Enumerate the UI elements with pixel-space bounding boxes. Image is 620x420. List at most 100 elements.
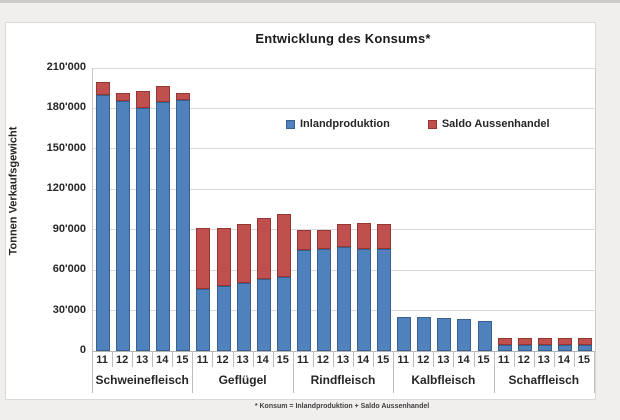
bar-kalbfleisch-11-inlandproduktion xyxy=(397,316,412,351)
bar-geflügel-15-inlandproduktion xyxy=(276,276,291,351)
legend-item-inlandproduktion: Inlandproduktion xyxy=(286,118,390,130)
bar-schaffleisch-12-inlandproduktion xyxy=(517,345,532,351)
bar-schweinefleisch-15-saldo-aussenhandel xyxy=(176,92,191,101)
y-axis-tick-label: 180'000 xyxy=(46,101,86,114)
x-axis-year-tick xyxy=(112,351,114,367)
y-axis-tick-label: 210'000 xyxy=(46,61,86,73)
bar-rindfleisch-15-saldo-aussenhandel xyxy=(377,224,392,249)
bar-geflügel-12-saldo-aussenhandel xyxy=(216,227,231,287)
x-axis-category-label: Schweinefleisch xyxy=(95,373,189,387)
legend-swatch-red-icon xyxy=(427,119,437,129)
legend-label: Saldo Aussenhandel xyxy=(441,118,550,130)
y-axis-tick-label: 120'000 xyxy=(46,182,86,195)
x-axis-year-tick xyxy=(473,351,475,367)
x-axis-year-label: 14 xyxy=(356,354,370,366)
x-axis-year-label: 11 xyxy=(196,354,209,366)
x-axis-year-tick xyxy=(132,351,134,367)
bar-geflügel-14-inlandproduktion xyxy=(256,278,271,351)
x-axis-year-label: 13 xyxy=(136,354,149,366)
x-axis-year-label: 11 xyxy=(297,354,309,366)
bar-kalbfleisch-13-inlandproduktion xyxy=(437,317,452,351)
x-axis-category-tick xyxy=(393,351,395,393)
bar-geflügel-13-inlandproduktion xyxy=(236,282,251,351)
chart-footnote: * Konsum = Inlandproduktion + Saldo Auss… xyxy=(254,403,430,410)
bar-geflügel-12-inlandproduktion xyxy=(216,286,231,351)
chart-legend: Inlandproduktion Saldo Aussenhandel xyxy=(286,116,550,132)
x-axis-category-tick xyxy=(92,351,93,393)
x-axis-year-label: 15 xyxy=(477,354,490,366)
bar-kalbfleisch-12-inlandproduktion xyxy=(417,317,432,351)
x-axis-year-tick xyxy=(553,351,555,367)
bar-rindfleisch-11-saldo-aussenhandel xyxy=(296,229,311,250)
bar-schaffleisch-15-inlandproduktion xyxy=(577,345,592,351)
x-axis-year-tick xyxy=(373,351,375,367)
window-top-edge xyxy=(0,0,620,3)
bar-geflügel-15-saldo-aussenhandel xyxy=(276,214,291,277)
x-axis-year-label: 11 xyxy=(397,354,410,366)
bar-rindfleisch-13-saldo-aussenhandel xyxy=(337,224,351,247)
bar-schaffleisch-14-saldo-aussenhandel xyxy=(557,337,572,346)
bar-schaffleisch-14-inlandproduktion xyxy=(557,345,572,351)
x-axis-year-label: 13 xyxy=(537,354,550,366)
x-axis-year-tick xyxy=(232,351,234,367)
x-axis-year-label: 14 xyxy=(156,354,169,366)
x-axis-year-label: 15 xyxy=(377,354,390,366)
bar-schweinefleisch-14-saldo-aussenhandel xyxy=(156,86,171,103)
bar-rindfleisch-14-inlandproduktion xyxy=(357,249,372,351)
x-axis-year-tick xyxy=(312,351,314,367)
x-axis-year-tick xyxy=(573,351,575,367)
x-axis-year-label: 15 xyxy=(276,354,289,366)
x-axis-year-label: 13 xyxy=(437,354,450,366)
chart-title: Entwicklung des Konsums* xyxy=(255,31,431,46)
x-axis-year-tick xyxy=(252,351,254,367)
bar-schweinefleisch-11-saldo-aussenhandel xyxy=(96,82,111,95)
x-axis-year-label: 14 xyxy=(457,354,470,366)
bar-schweinefleisch-13-inlandproduktion xyxy=(136,108,151,351)
bar-schweinefleisch-13-saldo-aussenhandel xyxy=(136,90,151,109)
x-axis-year-label: 14 xyxy=(557,354,570,366)
bar-kalbfleisch-14-inlandproduktion xyxy=(457,318,472,351)
bar-schaffleisch-13-inlandproduktion xyxy=(537,345,552,351)
y-axis-tick-label: 60'000 xyxy=(52,263,86,276)
x-axis-year-tick xyxy=(533,351,535,367)
gridline xyxy=(93,188,595,190)
bar-geflügel-13-saldo-aussenhandel xyxy=(236,224,251,283)
bar-schweinefleisch-12-saldo-aussenhandel xyxy=(116,92,131,102)
bar-geflügel-14-saldo-aussenhandel xyxy=(256,218,271,279)
x-axis-year-tick xyxy=(152,351,154,367)
chart-panel: Entwicklung des Konsums* Tonnen Verkaufs… xyxy=(5,22,596,400)
x-axis-year-label: 14 xyxy=(256,354,269,366)
x-axis-year-tick xyxy=(172,351,174,367)
bar-schaffleisch-11-inlandproduktion xyxy=(497,345,512,351)
x-axis-year-label: 11 xyxy=(96,354,108,366)
x-axis-year-tick xyxy=(413,351,415,367)
x-axis-category-label: Kalbfleisch xyxy=(411,373,476,387)
x-axis-year-tick xyxy=(433,351,435,367)
bar-rindfleisch-14-saldo-aussenhandel xyxy=(357,223,372,250)
x-axis-year-label: 15 xyxy=(176,354,189,366)
y-axis-tick-label: 90'000 xyxy=(52,222,86,235)
x-axis-year-tick xyxy=(212,351,214,367)
x-axis-year-label: 12 xyxy=(316,354,330,366)
x-axis-year-tick xyxy=(453,351,455,367)
x-axis-category-label: Geflügel xyxy=(218,373,267,387)
x-axis-year-label: 12 xyxy=(517,354,530,366)
x-axis-category-label: Schaffleisch xyxy=(508,373,580,387)
x-axis-category-tick xyxy=(594,351,595,393)
x-axis-year-label: 12 xyxy=(417,354,430,366)
y-axis-tick-label: 150'000 xyxy=(46,141,86,154)
bar-schweinefleisch-12-inlandproduktion xyxy=(116,101,131,351)
bar-schaffleisch-15-saldo-aussenhandel xyxy=(577,337,592,346)
bar-schaffleisch-13-saldo-aussenhandel xyxy=(537,338,552,346)
bar-rindfleisch-15-inlandproduktion xyxy=(377,248,392,351)
bar-rindfleisch-11-inlandproduktion xyxy=(296,249,311,351)
x-axis-year-tick xyxy=(353,351,355,367)
x-axis-year-label: 15 xyxy=(577,354,591,366)
x-axis-category-tick xyxy=(292,351,294,393)
x-axis-year-tick xyxy=(272,351,274,367)
gridline xyxy=(93,148,595,150)
bar-geflügel-11-saldo-aussenhandel xyxy=(196,227,211,290)
x-axis-year-tick xyxy=(332,351,334,367)
legend-label: Inlandproduktion xyxy=(300,118,390,130)
x-axis-year-label: 11 xyxy=(497,354,510,366)
